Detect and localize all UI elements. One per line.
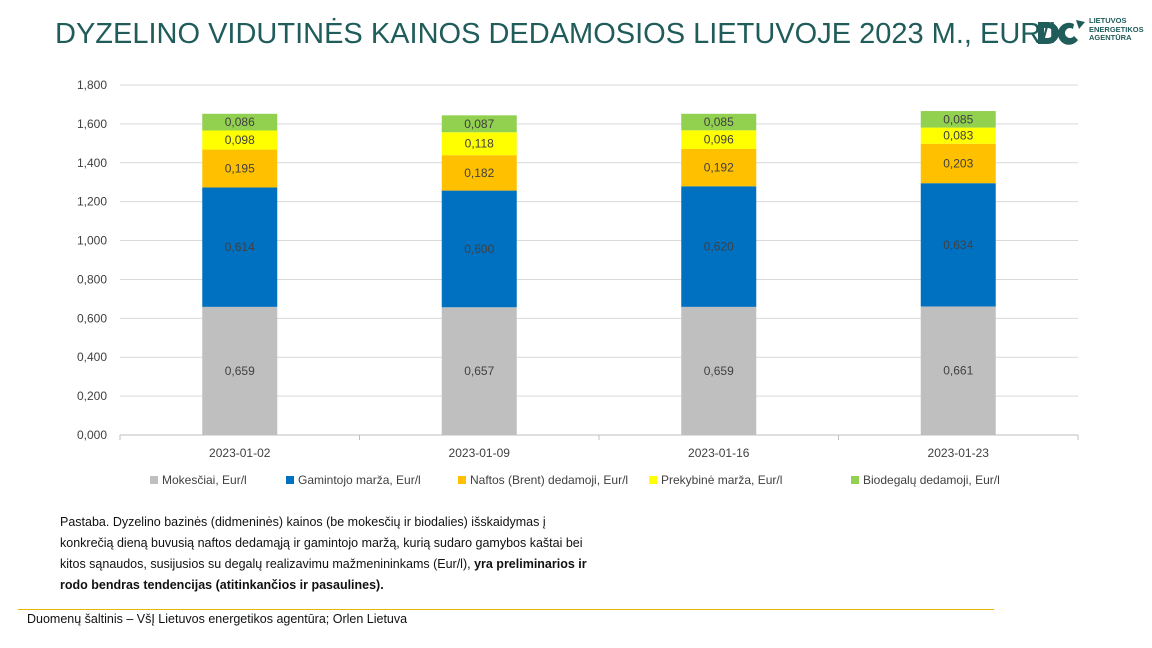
y-tick-label: 1,600 [77, 117, 107, 131]
y-tick-label: 0,800 [77, 272, 107, 286]
data-label: 0,087 [464, 117, 494, 131]
bar-segment [681, 186, 757, 307]
bar-segment [202, 187, 278, 307]
x-tick-label: 2023-01-16 [688, 446, 750, 460]
x-tick-label: 2023-01-09 [449, 446, 511, 460]
y-tick-label: 1,000 [77, 234, 107, 248]
legend-swatch [150, 476, 158, 484]
bar-segment [681, 113, 757, 131]
bar-segment [681, 148, 757, 187]
lea-logo-icon [1038, 20, 1085, 45]
data-label: 0,118 [465, 137, 494, 151]
data-label: 0,182 [464, 166, 494, 180]
data-label: 0,600 [464, 242, 494, 256]
legend-label: Naftos (Brent) dedamoji, Eur/l [470, 473, 628, 487]
bar-segment [441, 155, 517, 191]
x-tick-label: 2023-01-02 [209, 446, 271, 460]
bar-segment [920, 111, 996, 128]
data-label: 0,098 [225, 133, 255, 147]
bar-segment [202, 306, 278, 435]
legend-label: Biodegalų dedamoji, Eur/l [863, 473, 1000, 487]
y-tick-label: 0,600 [77, 311, 107, 325]
data-label: 0,083 [943, 129, 973, 143]
stacked-bar-chart: 0,000 0,200 0,400 0,600 0,800 1,000 1,200 1,400… [77, 78, 1079, 487]
bar-segment [441, 132, 517, 156]
y-tick-label: 0,200 [77, 389, 107, 403]
bar-segment [441, 115, 517, 133]
y-tick-label: 0,400 [77, 350, 107, 364]
bar-segment [681, 306, 757, 435]
data-label: 0,096 [704, 133, 734, 147]
footer-divider [18, 609, 994, 610]
bar-segment [441, 307, 517, 435]
data-label: 0,203 [943, 156, 973, 170]
bar-segment [202, 130, 278, 150]
chart-title: DYZELINO VIDUTINĖS KAINOS DEDAMOSIOS LIE… [55, 18, 1056, 50]
data-label: 0,661 [943, 364, 973, 378]
note-bold-text: yra preliminarios ir rodo bendras tenden… [60, 557, 587, 592]
chart-note: Pastaba. Dyzelino bazinės (didmeninės) k… [60, 512, 600, 596]
legend-swatch [851, 476, 859, 484]
source-text: Duomenų šaltinis – VšĮ Lietuvos energeti… [27, 612, 408, 626]
note-text: Pastaba. Dyzelino bazinės (didmeninės) k… [60, 515, 583, 571]
bar-segment [202, 149, 278, 188]
legend-label: Prekybinė marža, Eur/l [661, 473, 782, 487]
data-label: 0,195 [225, 162, 255, 176]
data-label: 0,634 [943, 238, 973, 252]
data-label: 0,085 [704, 115, 734, 129]
legend-label: Mokesčiai, Eur/l [162, 473, 247, 487]
bar-segment [681, 130, 757, 149]
data-label: 0,192 [704, 161, 734, 175]
y-tick-label: 1,400 [77, 156, 107, 170]
x-tick-label: 2023-01-23 [928, 446, 990, 460]
data-label: 0,620 [704, 240, 734, 254]
logo-text: LIETUVOS ENERGETIKOS AGENTŪRA [1089, 16, 1144, 42]
y-tick-label: 0,000 [77, 428, 107, 442]
bar-segment [920, 143, 996, 184]
y-tick-label: 1,800 [77, 78, 107, 92]
bar-segment [920, 306, 996, 435]
data-label: 0,614 [225, 240, 255, 254]
data-label: 0,659 [225, 364, 255, 378]
bar-segment [920, 183, 996, 307]
bar-segment [920, 127, 996, 144]
legend-swatch [458, 476, 466, 484]
data-label: 0,657 [464, 364, 494, 378]
data-label: 0,086 [225, 115, 255, 129]
y-tick-label: 1,200 [77, 195, 107, 209]
bar-segment [441, 190, 517, 308]
bar-segment [202, 113, 278, 131]
data-label: 0,659 [704, 364, 734, 378]
data-label: 0,085 [943, 112, 973, 126]
legend-swatch [649, 476, 657, 484]
legend-label: Gamintojo marža, Eur/l [298, 473, 421, 487]
legend-swatch [286, 476, 294, 484]
